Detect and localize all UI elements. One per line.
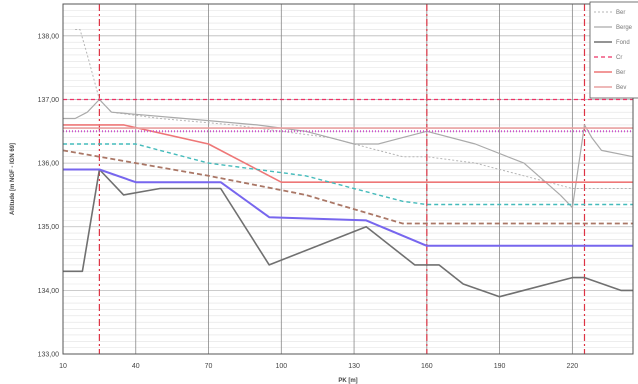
series-line-9 <box>62 149 633 225</box>
y-tick-label: 138,00 <box>38 33 60 40</box>
y-tick-label: 133,00 <box>38 352 60 359</box>
grid <box>62 3 633 355</box>
y-tick-labels: 133,00 134,00 135,00 136,00 137,00 138,00 <box>38 33 60 358</box>
series-line-8 <box>63 143 633 206</box>
y-tick-label: 134,00 <box>38 288 60 295</box>
plot-area <box>63 4 633 354</box>
legend-label: Cr <box>616 55 622 61</box>
y-tick-label: 137,00 <box>38 97 60 104</box>
x-tick-labels: 10 40 70 100 130 160 190 220 <box>59 363 578 370</box>
series-line-3 <box>63 168 633 298</box>
axes <box>62 3 634 355</box>
series-line-2 <box>63 98 634 209</box>
x-tick-label: 40 <box>132 363 140 370</box>
series-line-5 <box>63 124 633 183</box>
series-line-10 <box>63 168 633 247</box>
x-tick-label: 190 <box>494 363 506 370</box>
legend-label: Ber <box>616 10 625 16</box>
series-line-1 <box>75 29 633 189</box>
vertical-markers <box>98 4 586 354</box>
plot-frame <box>62 3 634 355</box>
x-tick-label: 100 <box>275 363 287 370</box>
x-tick-label: 70 <box>205 363 213 370</box>
legend-box <box>589 1 638 99</box>
x-tick-label: 160 <box>421 363 433 370</box>
x-tick-label: 130 <box>348 363 360 370</box>
legend-label: Berge <box>616 25 633 31</box>
series-lines <box>62 29 634 298</box>
y-axis-title: Altitude [m NGF - IGN 69] <box>10 143 16 215</box>
legend-label: Fond <box>616 40 630 46</box>
legend-label: Bev <box>616 85 626 91</box>
x-tick-label: 220 <box>567 363 579 370</box>
y-tick-label: 135,00 <box>38 224 60 231</box>
legend-label: Ber <box>616 70 625 76</box>
plot-background <box>63 4 633 354</box>
y-tick-label: 136,00 <box>38 161 60 168</box>
x-tick-label: 10 <box>59 363 67 370</box>
legend: Ber Berge Fond Cr Ber Bev <box>589 1 638 99</box>
x-axis-title: PK [m] <box>338 378 357 384</box>
